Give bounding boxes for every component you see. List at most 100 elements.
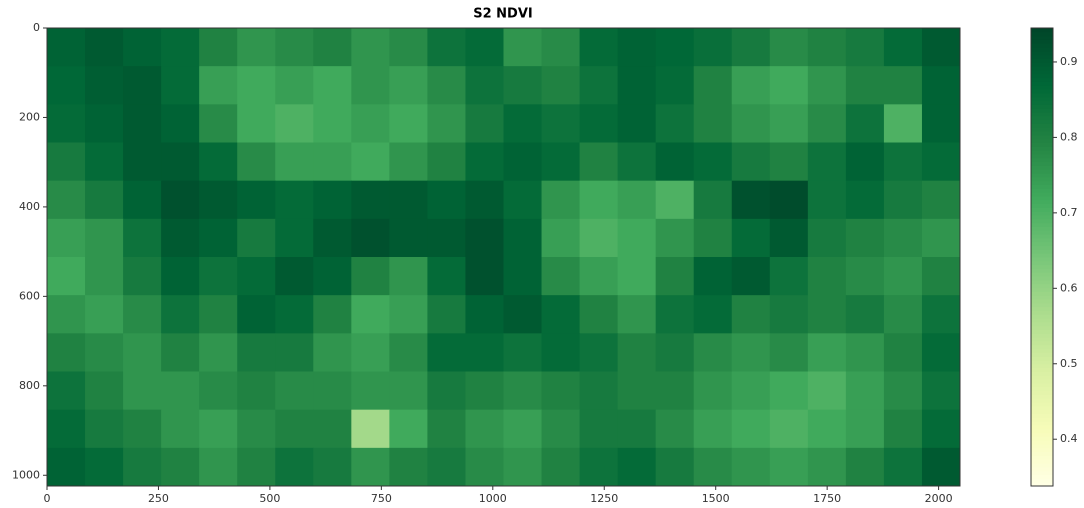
heat-cell xyxy=(389,333,428,372)
colorbar-slice xyxy=(1031,478,1053,482)
heat-cell xyxy=(465,104,504,143)
colorbar-slice xyxy=(1031,261,1053,265)
colorbar-slice xyxy=(1031,177,1053,181)
colorbar-slice xyxy=(1031,406,1053,410)
heat-cell xyxy=(85,372,124,411)
heat-cell xyxy=(313,66,352,105)
heat-cell xyxy=(922,295,961,334)
heat-cell xyxy=(504,219,543,258)
colorbar-slice xyxy=(1031,219,1053,223)
heat-cell xyxy=(351,219,390,258)
colorbar-slice xyxy=(1031,337,1053,341)
heat-cell xyxy=(580,295,619,334)
colorbar-slice xyxy=(1031,364,1053,368)
heat-cell xyxy=(504,372,543,411)
colorbar-slice xyxy=(1031,223,1053,227)
colorbar-slice xyxy=(1031,39,1053,43)
colorbar-slice xyxy=(1031,211,1053,215)
heat-cell xyxy=(313,104,352,143)
heat-cell xyxy=(47,181,86,220)
heat-cell xyxy=(808,448,847,487)
heat-cell xyxy=(275,181,314,220)
heat-cell xyxy=(884,410,923,449)
heat-cell xyxy=(199,66,238,105)
heat-cell xyxy=(275,410,314,449)
colorbar-tick-label: 0.7 xyxy=(1060,206,1078,219)
x-tick-label: 1250 xyxy=(590,492,618,505)
heat-cell xyxy=(884,143,923,182)
colorbar-slice xyxy=(1031,429,1053,433)
colorbar-slice xyxy=(1031,120,1053,124)
heat-cell xyxy=(922,219,961,258)
colorbar-slice xyxy=(1031,455,1053,459)
heat-cell xyxy=(618,295,657,334)
colorbar-slice xyxy=(1031,78,1053,82)
heat-cell xyxy=(275,257,314,296)
heat-cell xyxy=(313,257,352,296)
heat-cell xyxy=(465,219,504,258)
heat-cell xyxy=(123,143,162,182)
heat-cell xyxy=(770,410,809,449)
colorbar-slice xyxy=(1031,394,1053,398)
heat-cell xyxy=(922,410,961,449)
colorbar-slice xyxy=(1031,158,1053,162)
heat-cell xyxy=(770,104,809,143)
colorbar-slice xyxy=(1031,32,1053,36)
heat-cell xyxy=(389,257,428,296)
heat-cell xyxy=(922,257,961,296)
heat-cell xyxy=(47,448,86,487)
heat-cell xyxy=(351,448,390,487)
heat-cell xyxy=(465,66,504,105)
heat-cell xyxy=(161,181,200,220)
heat-cell xyxy=(199,219,238,258)
heat-cell xyxy=(465,143,504,182)
heat-cell xyxy=(123,66,162,105)
colorbar-slice xyxy=(1031,204,1053,208)
heat-cell xyxy=(846,448,885,487)
heat-cell xyxy=(465,333,504,372)
colorbar-slice xyxy=(1031,139,1053,143)
colorbar-slice xyxy=(1031,226,1053,230)
heat-cell xyxy=(47,257,86,296)
heat-cell xyxy=(732,28,771,67)
heat-cell xyxy=(656,372,695,411)
heat-cell xyxy=(504,410,543,449)
heat-cell xyxy=(580,372,619,411)
heat-cell xyxy=(656,410,695,449)
heat-cell xyxy=(351,372,390,411)
x-tick-label: 2000 xyxy=(925,492,953,505)
heat-cell xyxy=(199,181,238,220)
heat-cell xyxy=(770,257,809,296)
colorbar-slice xyxy=(1031,234,1053,238)
colorbar-slice xyxy=(1031,349,1053,353)
heat-cell xyxy=(694,333,733,372)
colorbar-slice xyxy=(1031,55,1053,59)
heat-cell xyxy=(504,28,543,67)
colorbar-slice xyxy=(1031,303,1053,307)
heat-cell xyxy=(694,104,733,143)
heat-cell xyxy=(161,448,200,487)
heat-cell xyxy=(884,448,923,487)
heat-cell xyxy=(884,181,923,220)
colorbar-slice xyxy=(1031,123,1053,127)
heat-cell xyxy=(161,143,200,182)
heat-cell xyxy=(123,257,162,296)
colorbar-slice xyxy=(1031,375,1053,379)
heat-cell xyxy=(389,143,428,182)
heat-cell xyxy=(313,448,352,487)
colorbar-slice xyxy=(1031,444,1053,448)
colorbar-slice xyxy=(1031,291,1053,295)
heat-cell xyxy=(618,28,657,67)
x-tick-label: 1000 xyxy=(479,492,507,505)
heat-cell xyxy=(618,410,657,449)
heat-cell xyxy=(351,104,390,143)
heat-cell xyxy=(504,448,543,487)
heat-cell xyxy=(275,372,314,411)
heat-cell xyxy=(922,143,961,182)
x-tick-label: 750 xyxy=(371,492,392,505)
heat-cell xyxy=(846,257,885,296)
heat-cell xyxy=(85,181,124,220)
colorbar-slice xyxy=(1031,372,1053,376)
heat-cell xyxy=(808,66,847,105)
heat-cell xyxy=(275,219,314,258)
